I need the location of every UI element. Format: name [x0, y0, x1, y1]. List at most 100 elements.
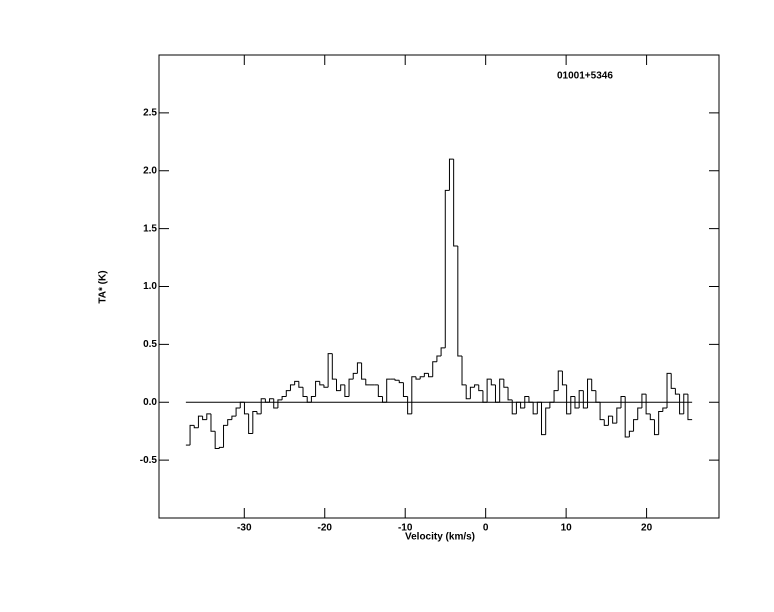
spectrum-step [603, 419, 609, 426]
spectrum-step [637, 407, 642, 420]
y-tick-label: 1.5 [143, 223, 157, 234]
y-tick-label: 2.0 [143, 165, 157, 176]
spectrum-step [582, 390, 588, 409]
spectrum-step [402, 382, 408, 397]
spectrum-step [352, 372, 358, 380]
spectrum-step [616, 407, 621, 424]
spectrum-step [289, 384, 295, 391]
spectrum-step [264, 398, 270, 403]
spectrum-step [545, 407, 550, 435]
spectrum-step [649, 413, 655, 421]
spectrum-step [453, 159, 458, 247]
spectrum-step [570, 395, 575, 414]
spectrum-step [536, 401, 542, 414]
spectrum-step [486, 378, 492, 403]
spectrum-step [428, 373, 433, 378]
spectrum-step [331, 353, 337, 380]
spectrum-step [524, 395, 529, 409]
spectrum-step [344, 384, 350, 397]
spectrum-step [281, 395, 287, 400]
spectrum-step [620, 395, 626, 409]
spectrum-step [356, 362, 362, 374]
spectrum-step [520, 402, 525, 409]
spectrum-step [335, 379, 341, 392]
spectrum-step [294, 380, 299, 385]
spectrum-step [348, 378, 354, 397]
spectrum-step [679, 394, 684, 415]
spectrum-step [277, 399, 283, 409]
spectrum-step [578, 390, 584, 409]
spectrum-step [511, 399, 517, 415]
spectrum-step [218, 446, 224, 449]
spectrum-step [494, 384, 500, 403]
spectrum-step [641, 393, 647, 409]
spectrum-step [243, 402, 249, 415]
spectrum-step [398, 380, 404, 384]
spectrum-step [612, 416, 617, 424]
spectrum-step [415, 376, 421, 380]
spectrum-step [574, 396, 580, 409]
spectrum-step [214, 431, 220, 450]
spectrum-step [252, 411, 257, 434]
spectrum-step [465, 384, 471, 400]
spectrum-step [662, 407, 668, 412]
spectrum-step [595, 390, 601, 403]
spectrum-step [541, 402, 546, 436]
spectrum-step [490, 379, 496, 386]
spectrum-step [202, 416, 207, 421]
spectrum-step [440, 347, 446, 356]
spectrum-step [499, 378, 504, 403]
spectrum-step [340, 384, 345, 391]
spectrum-step [407, 396, 412, 415]
y-tick-label: 2.5 [143, 108, 157, 119]
spectrum-step [457, 245, 463, 357]
spectrum-step [394, 379, 400, 381]
spectrum-step [444, 189, 450, 348]
spectrum-step [461, 355, 467, 386]
spectrum-step [306, 396, 312, 403]
spectrum-step [587, 378, 592, 409]
spectrum-step [248, 413, 253, 435]
spectrum-step [302, 387, 308, 397]
spectrum-step [528, 396, 534, 403]
spectrum-step [624, 396, 630, 438]
y-tick-label: -0.5 [140, 455, 158, 466]
spectrum-step [687, 394, 693, 421]
spectrum-step [653, 419, 659, 436]
spectrum-step [515, 401, 521, 414]
spectrum-step [557, 370, 563, 391]
plot-frame [158, 54, 720, 519]
spectrum-step [658, 411, 663, 435]
spectrum-step [469, 386, 475, 399]
spectrum-step [269, 398, 274, 403]
spectrum-step [310, 395, 316, 403]
spectrum-step [666, 372, 672, 409]
spectrum-step [411, 376, 416, 414]
spectrum-step [478, 384, 483, 392]
spectrum-step [382, 396, 387, 403]
spectrum-step [436, 355, 442, 362]
spectrum-step [256, 411, 262, 415]
spectrum-step [235, 407, 241, 417]
spectrum-step [549, 401, 555, 409]
spectrum-step [298, 381, 304, 388]
x-tick-label: 10 [561, 523, 573, 534]
spectrum-step [507, 387, 513, 401]
spectrum-step [231, 415, 237, 420]
spectrum-step [607, 415, 613, 426]
spectrum-step [361, 362, 366, 380]
y-axis-label: TA* (K) [98, 270, 109, 303]
spectrum-step [327, 353, 333, 388]
spectrum-step [377, 384, 383, 397]
spectrum-step [419, 376, 425, 380]
spectrum-step [645, 394, 651, 415]
annotation: 01001+5346 [557, 71, 613, 82]
spectrum-step [210, 413, 216, 432]
spectrum-step [482, 390, 488, 403]
x-tick-label: -10 [398, 523, 413, 534]
spectrum-step [223, 424, 228, 448]
y-tick-label: 0.5 [143, 339, 157, 350]
spectrum-step [566, 384, 571, 415]
spectrum-step [319, 381, 324, 386]
